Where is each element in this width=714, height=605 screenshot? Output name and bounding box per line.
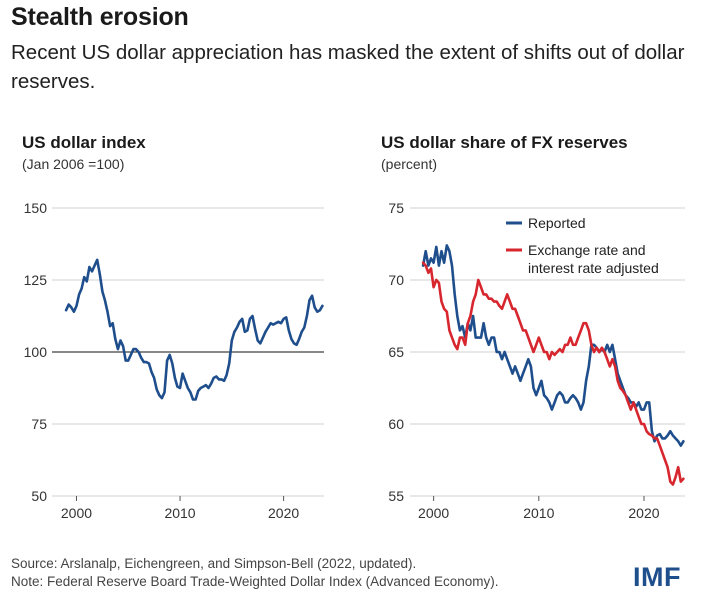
note-line: Note: Federal Reserve Board Trade-Weight… — [11, 574, 499, 589]
left-x-tick-label: 2020 — [268, 505, 299, 521]
left-x-tick-label: 2010 — [164, 505, 195, 521]
right-legend-label-0: Reported — [528, 215, 586, 231]
right-x-tick-label: 2010 — [523, 505, 554, 521]
imf-logo: IMF — [633, 562, 681, 592]
right-y-tick-label: 60 — [388, 416, 404, 432]
left-y-tick-label: 125 — [24, 272, 48, 288]
left-panel-title: US dollar index — [22, 133, 146, 152]
chart-headline: Stealth erosion — [11, 3, 189, 31]
right-panel-title: US dollar share of FX reserves — [381, 133, 628, 152]
source-notes: Source: Arslanalp, Eichengreen, and Simp… — [11, 555, 499, 591]
left-y-tick-label: 50 — [31, 488, 47, 504]
left-y-tick-label: 100 — [24, 344, 48, 360]
left-x-tick-label: 2000 — [61, 505, 92, 521]
chart-subtitle: Recent US dollar appreciation has masked… — [11, 41, 685, 93]
right-y-tick-label: 75 — [388, 200, 404, 216]
right-x-tick-label: 2020 — [628, 505, 659, 521]
left-panel-unit: (Jan 2006 =100) — [22, 156, 125, 172]
right-y-tick-label: 70 — [388, 272, 404, 288]
right-legend-label-1: Exchange rate and interest rate adjusted — [528, 242, 659, 276]
source-line: Source: Arslanalp, Eichengreen, and Simp… — [11, 556, 417, 571]
right-series-line-1 — [421, 261, 685, 486]
right-y-tick-label: 55 — [388, 488, 404, 504]
right-x-tick-label: 2000 — [418, 505, 449, 521]
right-y-tick-label: 65 — [388, 344, 404, 360]
right-panel-unit: (percent) — [381, 156, 438, 172]
left-series-line-0 — [64, 258, 324, 401]
left-y-tick-label: 150 — [24, 200, 48, 216]
left-y-tick-label: 75 — [31, 416, 47, 432]
